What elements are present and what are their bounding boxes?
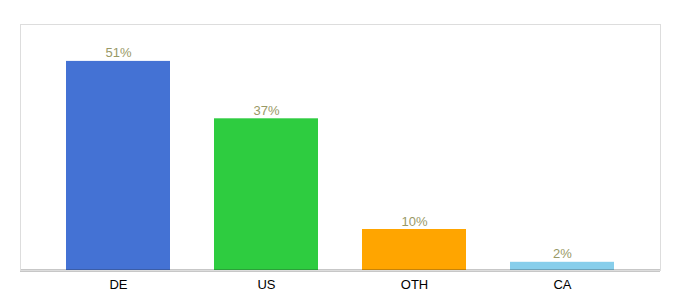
svg-text:US: US [257, 277, 275, 292]
svg-text:2%: 2% [553, 246, 572, 261]
svg-text:37%: 37% [253, 103, 279, 118]
svg-text:CA: CA [553, 277, 571, 292]
svg-text:DE: DE [109, 277, 127, 292]
svg-text:OTH: OTH [401, 277, 428, 292]
svg-text:51%: 51% [105, 45, 131, 60]
svg-text:10%: 10% [401, 214, 427, 229]
